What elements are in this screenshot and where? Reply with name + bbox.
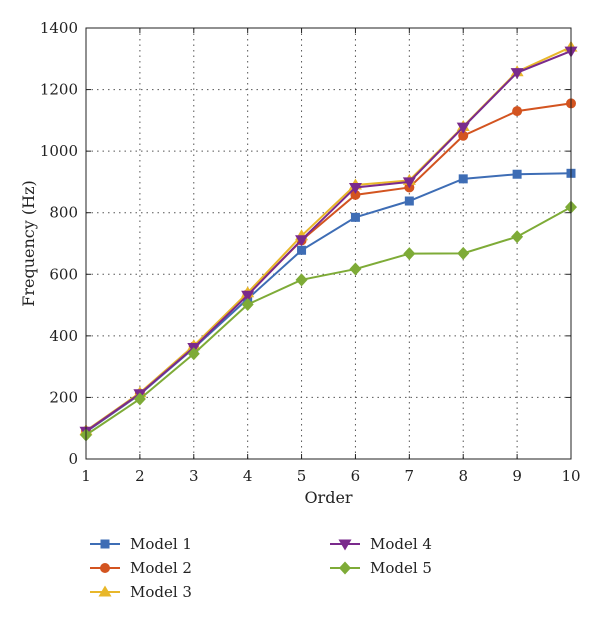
series-layer [79,40,578,442]
legend-item: Model 5 [330,559,432,577]
x-tick-label: 9 [512,467,522,485]
data-point [295,235,309,247]
data-point [350,189,361,200]
data-point [510,68,524,80]
legend-label: Model 1 [130,535,192,553]
series-1 [81,168,576,437]
legend-marker [100,539,110,549]
legend-item: Model 1 [90,535,192,553]
plot-frame [85,27,572,460]
y-tick-label: 200 [49,388,78,406]
legend-marker [98,585,112,597]
data-point [511,230,524,244]
x-tick-label: 5 [297,467,307,485]
series-line [85,46,572,432]
data-point [404,196,414,206]
series-line [85,50,572,433]
series-5 [80,200,577,442]
x-tick-label: 7 [405,467,415,485]
x-tick-label: 6 [351,467,361,485]
data-point [458,174,468,184]
data-point [241,290,255,302]
data-point [402,177,416,189]
legend-marker [100,563,110,573]
y-tick-label: 1200 [40,81,78,99]
y-tick-label: 600 [49,265,78,283]
x-axis-label: Order [304,488,352,507]
data-point [297,245,307,255]
data-point [241,297,254,311]
data-point [348,182,362,194]
legend-label: Model 3 [130,583,192,601]
y-tick-label: 1400 [40,19,78,37]
data-point [512,106,523,117]
series-line [85,206,572,436]
data-point [456,122,470,134]
legend-label: Model 5 [370,559,432,577]
x-tick-label: 10 [561,467,580,485]
legend-item: Model 2 [90,559,192,577]
x-tick-label: 8 [458,467,468,485]
legend-marker [338,539,352,551]
x-tick-label: 3 [189,467,199,485]
data-point [349,262,362,276]
y-tick-label: 400 [49,327,78,345]
legend: Model 1 Model 2 Model 3 Model 4 Model 5 [90,535,432,601]
y-tick-label: 800 [49,204,78,222]
legend-label: Model 2 [130,559,192,577]
legend-item: Model 4 [330,535,432,553]
legend-marker [339,561,351,575]
data-point [403,247,416,261]
series-3 [79,40,578,436]
ticks: 1 2 3 4 5 6 7 8 9 10 0 200 400 600 800 1000 1200 1400 [40,19,581,485]
legend-label: Model 4 [370,535,432,553]
x-tick-label: 2 [135,467,145,485]
x-tick-label: 1 [81,467,91,485]
data-point [350,212,360,222]
series-line [85,172,572,433]
data-point [512,169,522,179]
data-point [457,246,470,260]
y-tick-label: 0 [68,450,78,468]
data-point [295,273,308,287]
legend-item: Model 3 [90,583,192,601]
data-point [133,392,146,406]
data-point [187,347,200,361]
data-point [458,130,469,141]
x-tick-label: 4 [243,467,253,485]
y-axis-label: Frequency (Hz) [19,180,38,307]
y-tick-label: 1000 [40,142,78,160]
